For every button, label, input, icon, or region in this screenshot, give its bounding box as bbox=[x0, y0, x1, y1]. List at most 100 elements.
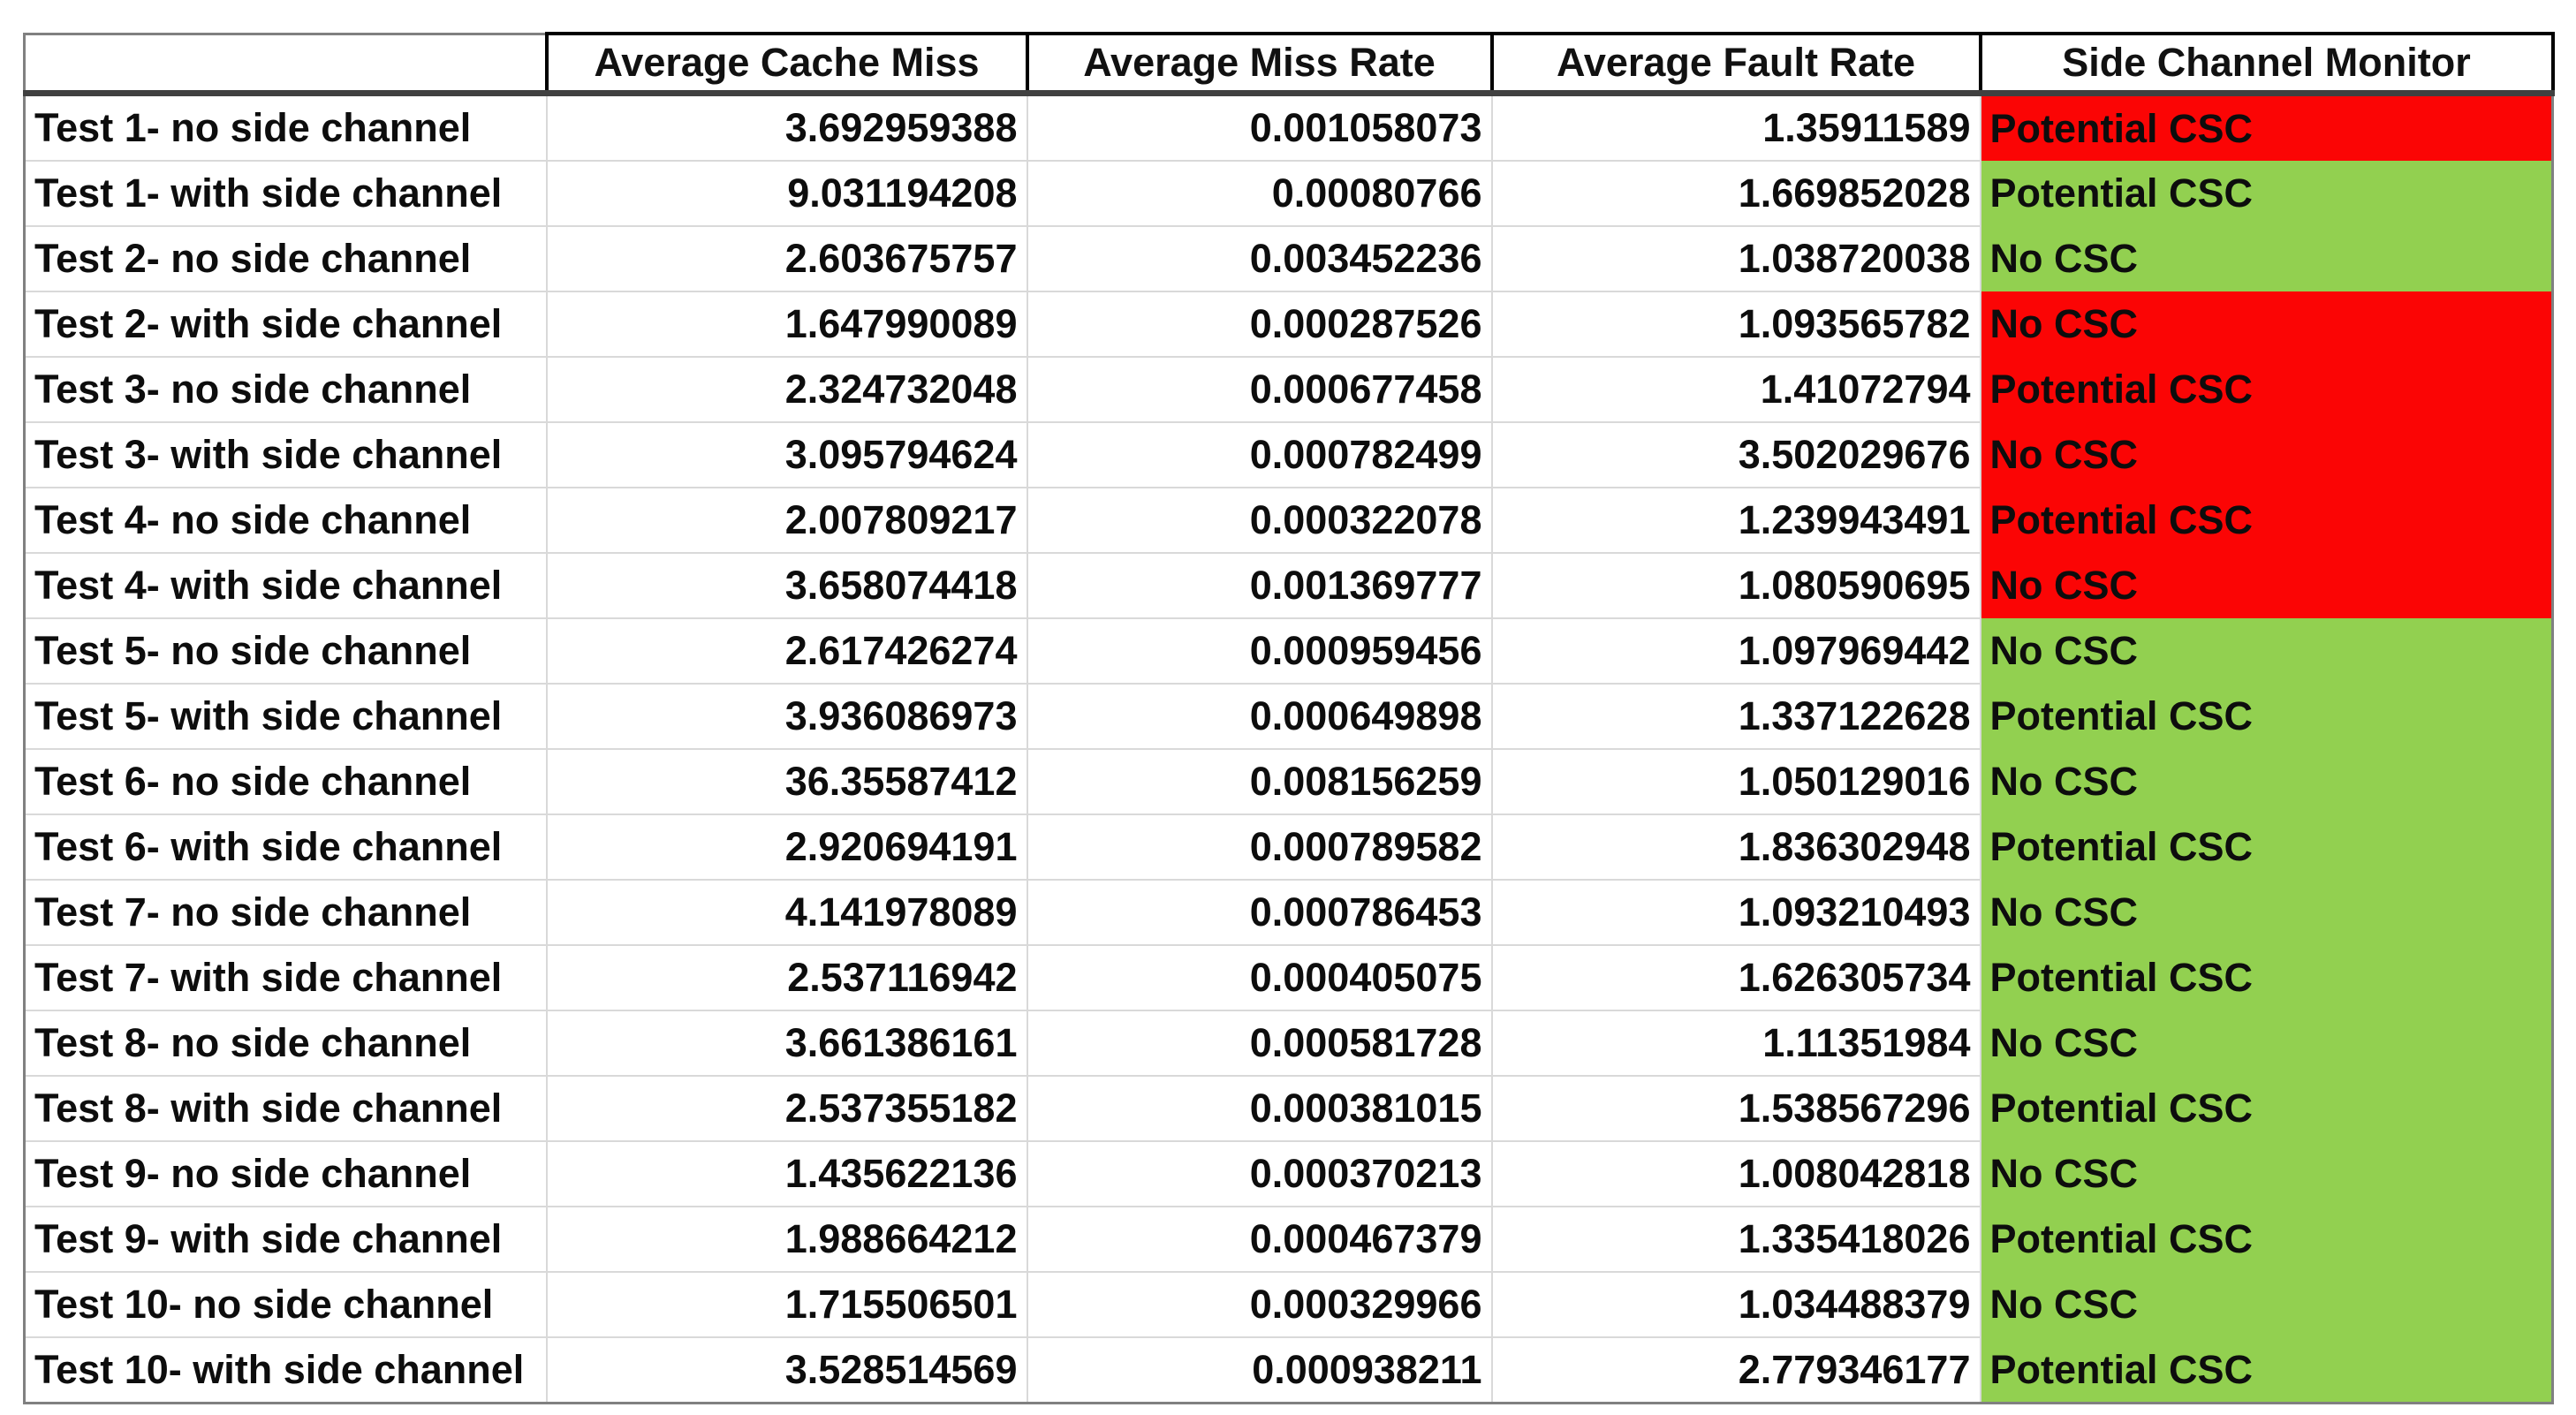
avg-cache-miss-cell: 2.537116942 bbox=[545, 944, 1028, 1011]
avg-miss-rate-cell: 0.000677458 bbox=[1026, 356, 1493, 423]
avg-cache-miss-cell: 2.007809217 bbox=[545, 487, 1028, 554]
table-row: Test 8- with side channel 2.537355182 0.00… bbox=[23, 1075, 2554, 1142]
table-row: Test 8- no side channel 3.661386161 0.0005… bbox=[23, 1010, 2554, 1077]
avg-miss-rate-cell: 0.000959456 bbox=[1026, 617, 1493, 685]
side-channel-monitor-cell: Potential CSC bbox=[1979, 684, 2554, 749]
avg-miss-rate-cell: 0.000405075 bbox=[1026, 944, 1493, 1011]
avg-miss-rate-cell: 0.000782499 bbox=[1026, 421, 1493, 488]
side-channel-results-table: Average Cache Miss Average Miss Rate Avera… bbox=[23, 32, 2555, 1404]
table-row: Test 7- with side channel 2.537116942 0.00… bbox=[23, 944, 2554, 1011]
avg-miss-rate-cell: 0.000786453 bbox=[1026, 879, 1493, 946]
table-row: Test 2- no side channel 2.603675757 0.0034… bbox=[23, 225, 2554, 292]
avg-fault-rate-header: Average Fault Rate bbox=[1489, 32, 1982, 96]
row-label-cell: Test 2- no side channel bbox=[23, 225, 548, 292]
avg-miss-rate-cell: 0.000467379 bbox=[1026, 1206, 1493, 1273]
avg-miss-rate-cell: 0.001058073 bbox=[1026, 92, 1493, 162]
side-channel-monitor-cell: Potential CSC bbox=[1979, 1207, 2554, 1272]
avg-cache-miss-cell: 3.661386161 bbox=[545, 1010, 1028, 1077]
row-label-cell: Test 6- no side channel bbox=[23, 748, 548, 815]
table-row: Test 5- with side channel 3.936086973 0.00… bbox=[23, 683, 2554, 750]
side-channel-monitor-cell: No CSC bbox=[1979, 291, 2554, 357]
avg-miss-rate-cell: 0.000322078 bbox=[1026, 487, 1493, 554]
row-label-cell: Test 4- with side channel bbox=[23, 552, 548, 619]
table-body: Test 1- no side channel 3.692959388 0.0010… bbox=[23, 92, 2554, 1404]
side-channel-monitor-cell: Potential CSC bbox=[1979, 357, 2554, 422]
avg-miss-rate-cell: 0.000789582 bbox=[1026, 813, 1493, 881]
avg-cache-miss-cell: 4.141978089 bbox=[545, 879, 1028, 946]
avg-cache-miss-cell: 1.647990089 bbox=[545, 291, 1028, 358]
side-channel-monitor-header: Side Channel Monitor bbox=[1978, 32, 2555, 96]
avg-fault-rate-cell: 1.11351984 bbox=[1490, 1010, 1981, 1077]
avg-miss-rate-cell: 0.000938211 bbox=[1026, 1336, 1493, 1404]
row-label-cell: Test 9- with side channel bbox=[23, 1206, 548, 1273]
side-channel-monitor-cell: No CSC bbox=[1979, 226, 2554, 291]
avg-fault-rate-cell: 1.626305734 bbox=[1490, 944, 1981, 1011]
header-row: Average Cache Miss Average Miss Rate Avera… bbox=[23, 32, 2555, 96]
side-channel-monitor-cell: No CSC bbox=[1979, 749, 2554, 814]
avg-cache-miss-cell: 3.936086973 bbox=[545, 683, 1028, 750]
avg-miss-rate-cell: 0.000381015 bbox=[1026, 1075, 1493, 1142]
avg-miss-rate-cell: 0.000581728 bbox=[1026, 1010, 1493, 1077]
row-label-cell: Test 8- no side channel bbox=[23, 1010, 548, 1077]
table-row: Test 4- no side channel 2.007809217 0.0003… bbox=[23, 487, 2554, 554]
avg-miss-rate-cell: 0.000287526 bbox=[1026, 291, 1493, 358]
row-label-cell: Test 7- no side channel bbox=[23, 879, 548, 946]
row-label-cell: Test 5- no side channel bbox=[23, 617, 548, 685]
avg-cache-miss-cell: 36.35587412 bbox=[545, 748, 1028, 815]
avg-cache-miss-header: Average Cache Miss bbox=[544, 32, 1029, 96]
table-row: Test 2- with side channel 1.647990089 0.00… bbox=[23, 291, 2554, 358]
avg-fault-rate-cell: 1.836302948 bbox=[1490, 813, 1981, 881]
avg-miss-rate-cell: 0.000329966 bbox=[1026, 1271, 1493, 1338]
corner-header-cell bbox=[23, 33, 549, 96]
row-label-cell: Test 1- no side channel bbox=[23, 92, 548, 162]
side-channel-monitor-cell: No CSC bbox=[1979, 618, 2554, 684]
avg-fault-rate-cell: 1.050129016 bbox=[1490, 748, 1981, 815]
avg-fault-rate-cell: 1.034488379 bbox=[1490, 1271, 1981, 1338]
avg-fault-rate-cell: 1.080590695 bbox=[1490, 552, 1981, 619]
avg-cache-miss-cell: 2.603675757 bbox=[545, 225, 1028, 292]
side-channel-monitor-cell: Potential CSC bbox=[1979, 93, 2554, 161]
avg-fault-rate-cell: 1.337122628 bbox=[1490, 683, 1981, 750]
avg-cache-miss-cell: 9.031194208 bbox=[545, 160, 1028, 227]
avg-cache-miss-cell: 3.658074418 bbox=[545, 552, 1028, 619]
avg-cache-miss-cell: 3.528514569 bbox=[545, 1336, 1028, 1404]
side-channel-monitor-cell: Potential CSC bbox=[1979, 814, 2554, 880]
avg-miss-rate-cell: 0.000649898 bbox=[1026, 683, 1493, 750]
row-label-cell: Test 2- with side channel bbox=[23, 291, 548, 358]
side-channel-monitor-cell: No CSC bbox=[1979, 1010, 2554, 1076]
side-channel-monitor-cell: Potential CSC bbox=[1979, 488, 2554, 553]
side-channel-monitor-cell: No CSC bbox=[1979, 1272, 2554, 1337]
row-label-cell: Test 5- with side channel bbox=[23, 683, 548, 750]
avg-fault-rate-cell: 1.669852028 bbox=[1490, 160, 1981, 227]
row-label-cell: Test 3- with side channel bbox=[23, 421, 548, 488]
avg-miss-rate-cell: 0.001369777 bbox=[1026, 552, 1493, 619]
avg-miss-rate-cell: 0.000370213 bbox=[1026, 1140, 1493, 1207]
table-row: Test 4- with side channel 3.658074418 0.00… bbox=[23, 552, 2554, 619]
table-row: Test 1- with side channel 9.031194208 0.00… bbox=[23, 160, 2554, 227]
side-channel-monitor-cell: Potential CSC bbox=[1979, 1337, 2554, 1404]
avg-cache-miss-cell: 1.988664212 bbox=[545, 1206, 1028, 1273]
avg-cache-miss-cell: 1.715506501 bbox=[545, 1271, 1028, 1338]
avg-fault-rate-cell: 1.038720038 bbox=[1490, 225, 1981, 292]
table-row: Test 6- no side channel 36.35587412 0.0081… bbox=[23, 748, 2554, 815]
avg-cache-miss-cell: 2.324732048 bbox=[545, 356, 1028, 423]
avg-cache-miss-cell: 2.617426274 bbox=[545, 617, 1028, 685]
row-label-cell: Test 6- with side channel bbox=[23, 813, 548, 881]
avg-fault-rate-cell: 1.093210493 bbox=[1490, 879, 1981, 946]
avg-fault-rate-cell: 1.097969442 bbox=[1490, 617, 1981, 685]
avg-fault-rate-cell: 1.335418026 bbox=[1490, 1206, 1981, 1273]
side-channel-monitor-cell: Potential CSC bbox=[1979, 945, 2554, 1010]
table-row: Test 1- no side channel 3.692959388 0.0010… bbox=[23, 92, 2554, 162]
side-channel-monitor-cell: No CSC bbox=[1979, 553, 2554, 618]
avg-fault-rate-cell: 2.779346177 bbox=[1490, 1336, 1981, 1404]
table-row: Test 7- no side channel 4.141978089 0.0007… bbox=[23, 879, 2554, 946]
avg-miss-rate-header: Average Miss Rate bbox=[1025, 32, 1494, 96]
avg-cache-miss-cell: 2.920694191 bbox=[545, 813, 1028, 881]
row-label-cell: Test 10- no side channel bbox=[23, 1271, 548, 1338]
table-row: Test 6- with side channel 2.920694191 0.00… bbox=[23, 813, 2554, 881]
avg-cache-miss-cell: 1.435622136 bbox=[545, 1140, 1028, 1207]
row-label-cell: Test 4- no side channel bbox=[23, 487, 548, 554]
table-row: Test 3- with side channel 3.095794624 0.00… bbox=[23, 421, 2554, 488]
side-channel-monitor-cell: Potential CSC bbox=[1979, 1076, 2554, 1141]
